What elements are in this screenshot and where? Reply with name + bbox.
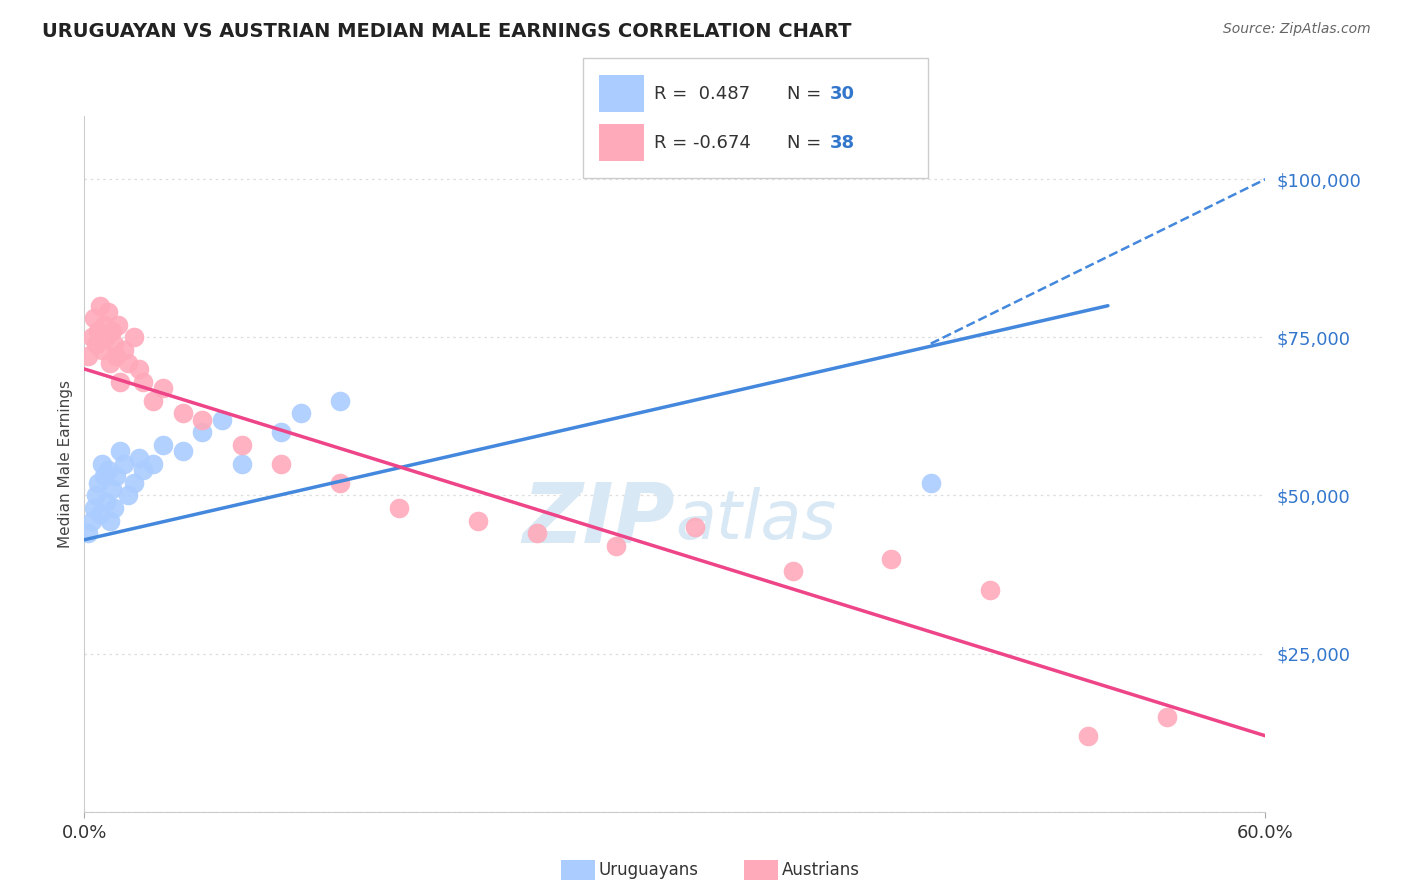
- Point: [82, 514, 104, 528]
- Point: [122, 330, 145, 344]
- Point: [231, 438, 253, 452]
- Point: [101, 324, 124, 338]
- Point: [191, 425, 214, 440]
- Point: [1077, 729, 1099, 743]
- Text: Austrians: Austrians: [782, 861, 859, 879]
- Point: [91, 343, 114, 357]
- Point: [83, 501, 105, 516]
- Point: [467, 514, 489, 528]
- Text: Source: ZipAtlas.com: Source: ZipAtlas.com: [1223, 22, 1371, 37]
- Point: [77, 526, 100, 541]
- Point: [108, 375, 131, 389]
- Point: [880, 551, 903, 566]
- Point: [211, 412, 233, 426]
- Point: [93, 318, 115, 332]
- Point: [82, 330, 104, 344]
- Point: [172, 444, 194, 458]
- Point: [89, 299, 111, 313]
- Point: [94, 495, 117, 509]
- Text: R =  0.487: R = 0.487: [654, 85, 749, 103]
- Point: [152, 381, 174, 395]
- Point: [683, 520, 706, 534]
- Point: [172, 406, 194, 420]
- Text: 38: 38: [830, 134, 855, 152]
- Point: [231, 457, 253, 471]
- Point: [152, 438, 174, 452]
- Text: Uruguayans: Uruguayans: [599, 861, 699, 879]
- Text: 30: 30: [830, 85, 855, 103]
- Point: [329, 475, 352, 490]
- Y-axis label: Median Male Earnings: Median Male Earnings: [58, 380, 73, 548]
- Point: [94, 330, 117, 344]
- Point: [87, 475, 110, 490]
- Point: [93, 469, 115, 483]
- Point: [388, 501, 411, 516]
- Point: [84, 336, 107, 351]
- Point: [84, 488, 107, 502]
- Point: [191, 412, 214, 426]
- Point: [117, 488, 139, 502]
- Point: [329, 393, 352, 408]
- Point: [1156, 710, 1178, 724]
- Text: N =: N =: [787, 85, 827, 103]
- Point: [128, 450, 150, 465]
- Point: [112, 343, 135, 357]
- Point: [104, 469, 127, 483]
- Point: [270, 425, 292, 440]
- Point: [112, 457, 135, 471]
- Point: [97, 463, 120, 477]
- Point: [77, 349, 100, 363]
- Point: [142, 393, 165, 408]
- Point: [142, 457, 165, 471]
- Point: [98, 514, 121, 528]
- Point: [270, 457, 292, 471]
- Point: [108, 444, 131, 458]
- Point: [83, 311, 105, 326]
- Text: URUGUAYAN VS AUSTRIAN MEDIAN MALE EARNINGS CORRELATION CHART: URUGUAYAN VS AUSTRIAN MEDIAN MALE EARNIN…: [42, 22, 852, 41]
- Point: [782, 565, 804, 579]
- Point: [979, 583, 1001, 598]
- Point: [122, 475, 145, 490]
- Point: [605, 539, 627, 553]
- Point: [87, 324, 110, 338]
- Point: [103, 336, 125, 351]
- Point: [290, 406, 312, 420]
- Point: [89, 508, 111, 522]
- Text: atlas: atlas: [675, 486, 837, 552]
- Text: N =: N =: [787, 134, 827, 152]
- Point: [98, 356, 121, 370]
- Text: R = -0.674: R = -0.674: [654, 134, 751, 152]
- Point: [103, 501, 125, 516]
- Point: [920, 475, 942, 490]
- Point: [132, 375, 155, 389]
- Point: [117, 356, 139, 370]
- Point: [91, 457, 114, 471]
- Text: ZIP: ZIP: [522, 479, 675, 560]
- Point: [526, 526, 548, 541]
- Point: [104, 349, 127, 363]
- Point: [128, 362, 150, 376]
- Point: [107, 318, 129, 332]
- Point: [97, 305, 120, 319]
- Point: [101, 482, 124, 496]
- Point: [132, 463, 155, 477]
